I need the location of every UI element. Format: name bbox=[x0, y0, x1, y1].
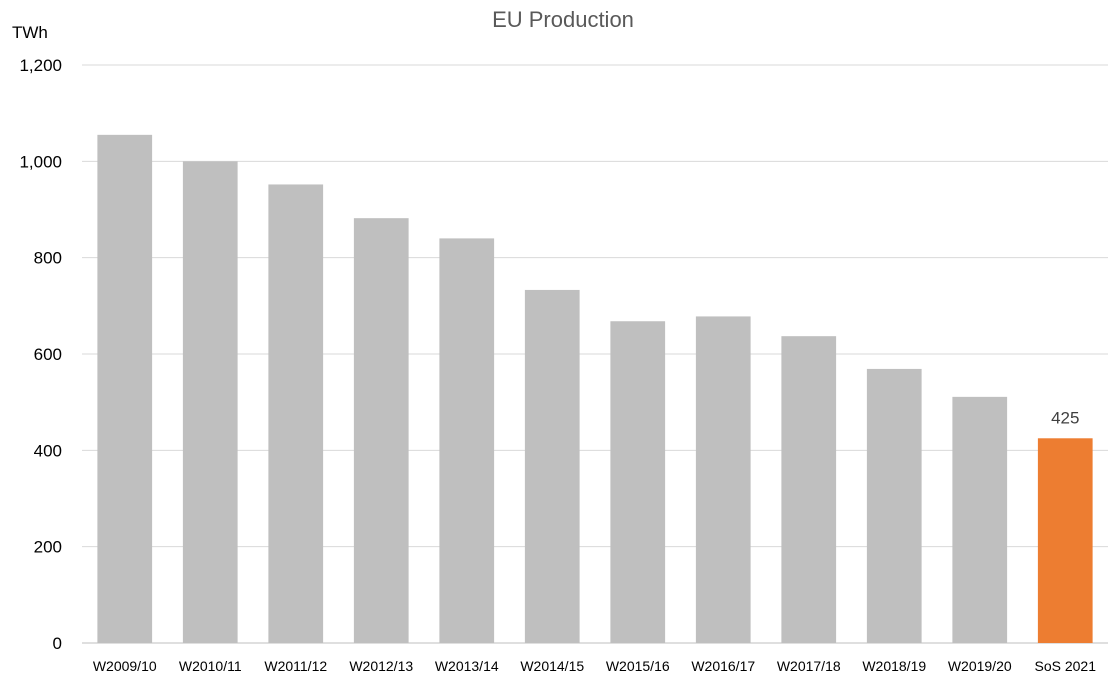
y-tick-label: 400 bbox=[34, 441, 62, 460]
x-tick-label: W2018/19 bbox=[862, 658, 926, 674]
bar-w2018-19 bbox=[866, 368, 922, 643]
bar-w2019-20 bbox=[952, 396, 1008, 643]
x-tick-label: W2019/20 bbox=[948, 658, 1012, 674]
y-tick-label: 800 bbox=[34, 249, 62, 268]
bar-w2016-17 bbox=[695, 316, 751, 643]
data-label: 425 bbox=[1051, 408, 1079, 427]
x-tick-label: W2012/13 bbox=[349, 658, 413, 674]
y-tick-label: 0 bbox=[53, 634, 62, 653]
x-tick-label: W2009/10 bbox=[93, 658, 157, 674]
bar-w2017-18 bbox=[781, 336, 837, 643]
x-tick-label: W2017/18 bbox=[777, 658, 841, 674]
y-tick-label: 200 bbox=[34, 538, 62, 557]
bar-w2009-10 bbox=[97, 134, 153, 643]
x-tick-label: W2010/11 bbox=[179, 658, 242, 674]
x-axis-ticks: W2009/10 W2010/11 W2011/12 W2012/13 W2013/14… bbox=[93, 658, 1096, 674]
y-axis-label: TWh bbox=[12, 23, 48, 42]
bar-sos-2021 bbox=[1037, 438, 1093, 643]
y-tick-label: 1,200 bbox=[19, 56, 62, 75]
y-axis-ticks: 0 200 400 600 800 1,000 1,200 bbox=[19, 56, 62, 653]
bar-w2012-13 bbox=[353, 218, 409, 644]
x-tick-label: W2016/17 bbox=[691, 658, 755, 674]
bars bbox=[97, 134, 1093, 644]
bar-w2011-12 bbox=[268, 184, 324, 643]
x-tick-label: W2014/15 bbox=[520, 658, 584, 674]
x-tick-label: W2013/14 bbox=[435, 658, 499, 674]
bar-w2010-11 bbox=[182, 161, 238, 644]
y-tick-label: 600 bbox=[34, 345, 62, 364]
gridlines bbox=[82, 64, 1108, 644]
bar-w2014-15 bbox=[524, 289, 580, 643]
x-tick-label: W2015/16 bbox=[606, 658, 670, 674]
x-tick-label: SoS 2021 bbox=[1035, 658, 1097, 674]
y-tick-label: 1,000 bbox=[19, 152, 62, 171]
x-tick-label: W2011/12 bbox=[264, 658, 327, 674]
bar-w2013-14 bbox=[439, 238, 495, 643]
data-labels: 425 bbox=[1051, 408, 1079, 427]
bar-w2015-16 bbox=[610, 321, 666, 643]
chart-title: EU Production bbox=[492, 7, 634, 32]
